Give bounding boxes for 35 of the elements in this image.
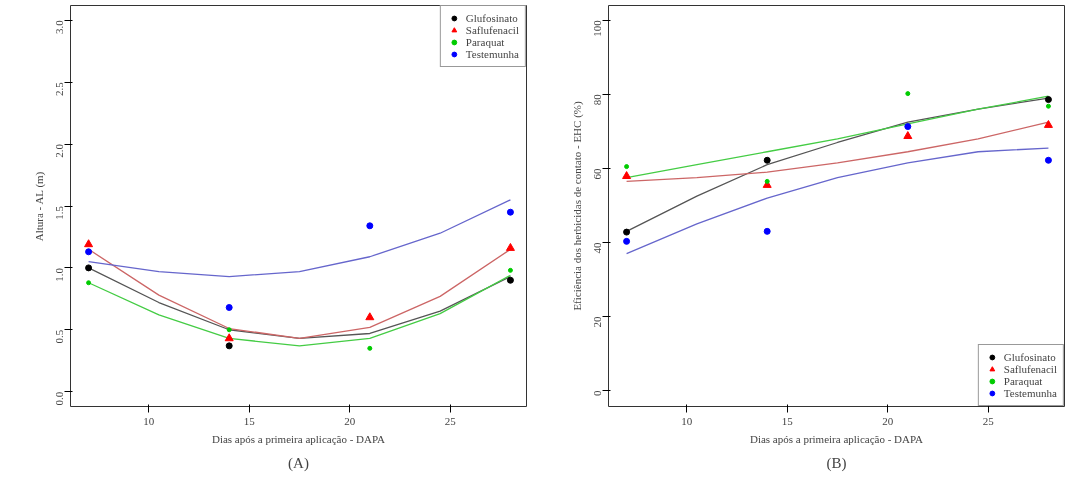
x-axis-title: Dias após a primeira aplicação - DAPA [211, 432, 386, 445]
legend-label: Paraquat [465, 36, 505, 48]
y-tick-label: 1.0 [53, 267, 65, 282]
y-tick-label: 0.0 [53, 391, 65, 406]
y-tick-label: 80 [591, 93, 603, 106]
x-tick-label: 15 [781, 414, 794, 427]
text: (B) [826, 454, 847, 472]
y-tick-label: 0 [591, 390, 603, 397]
legend-label: Paraquat [1003, 375, 1043, 387]
y-tick-label: 2.0 [53, 143, 65, 158]
x-tick-label: 10 [143, 414, 155, 427]
text: (A) [288, 454, 309, 472]
legend-label: Saflufenacil [1003, 363, 1057, 375]
x-tick-label: 25 [982, 414, 995, 427]
x-axis-title: Dias após a primeira aplicação - DAPA [749, 432, 924, 445]
y-axis-title: Eficiência dos herbicidas de contato - EHC (%) [570, 101, 584, 311]
y-tick-label: 40 [591, 241, 603, 254]
legend-label: Glufosinato [1003, 351, 1056, 363]
x-tick-label: 25 [444, 414, 457, 427]
y-tick-label: 2.5 [53, 81, 65, 96]
legend-label: Testemunha [1003, 387, 1057, 399]
x-tick-label: 15 [243, 414, 256, 427]
y-tick-label: 60 [591, 167, 603, 180]
x-tick-label: 10 [681, 414, 693, 427]
y-tick-label: 100 [591, 19, 603, 37]
y-tick-label: 0.5 [53, 329, 65, 344]
y-axis-title: Altura - AL (m) [32, 171, 46, 242]
x-tick-label: 20 [882, 414, 894, 427]
y-tick-label: 3.0 [53, 19, 65, 35]
legend-label: Glufosinato [465, 12, 518, 24]
x-tick-label: 20 [344, 414, 356, 427]
legend-label: Saflufenacil [465, 24, 519, 36]
legend-label: Testemunha [465, 48, 519, 60]
y-tick-label: 20 [591, 316, 603, 328]
y-tick-label: 1.5 [53, 205, 65, 220]
